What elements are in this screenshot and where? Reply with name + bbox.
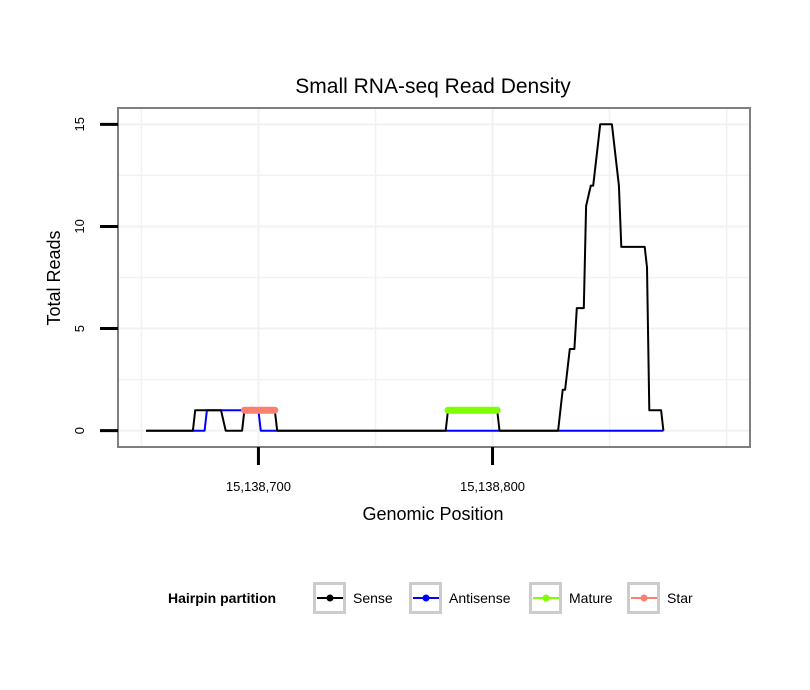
y-tick-label: 10 xyxy=(72,219,87,233)
legend-label: Antisense xyxy=(449,590,511,606)
legend-entry-star: Star xyxy=(627,582,693,614)
legend-key-point xyxy=(542,594,550,602)
series-layer xyxy=(146,123,665,432)
x-axis-title: Genomic Position xyxy=(362,504,503,524)
legend-label: Sense xyxy=(353,590,393,606)
legend-label: Star xyxy=(667,590,693,606)
x-axis: 15,138,700 15,138,800 xyxy=(226,447,525,494)
legend-key-point xyxy=(326,594,334,602)
legend-key-point xyxy=(640,594,648,602)
y-axis: 0 5 10 15 xyxy=(72,117,118,434)
legend-entry-sense: Sense xyxy=(313,582,393,614)
y-axis-title: Total Reads xyxy=(44,230,64,325)
chart-title: Small RNA-seq Read Density xyxy=(295,75,571,98)
legend-label: Mature xyxy=(569,590,613,606)
legend-title: Hairpin partition xyxy=(168,590,276,606)
legend: Hairpin partition Sense Antisense Mature St… xyxy=(168,582,693,614)
legend-entry-mature: Mature xyxy=(529,582,613,614)
series-line-sense xyxy=(146,123,665,432)
x-tick-label: 15,138,700 xyxy=(226,479,291,494)
plot-border xyxy=(117,107,751,448)
y-tick-label: 15 xyxy=(72,117,87,131)
x-tick-label: 15,138,800 xyxy=(460,479,525,494)
y-tick-label: 5 xyxy=(72,325,87,332)
y-tick-label: 0 xyxy=(72,427,87,434)
legend-key-point xyxy=(422,594,430,602)
legend-entry-antisense: Antisense xyxy=(409,582,511,614)
